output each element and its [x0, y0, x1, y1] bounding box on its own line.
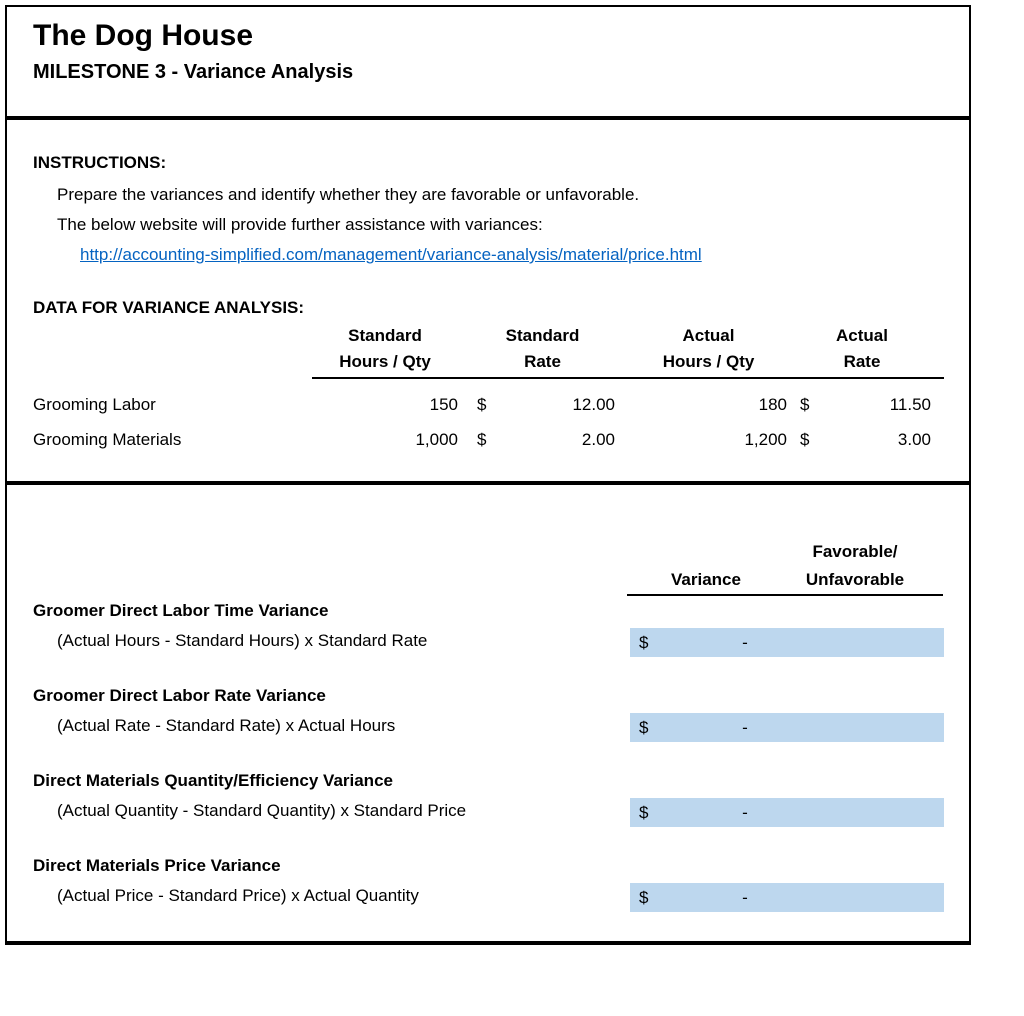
variance-input-cell[interactable]: $ -	[630, 798, 944, 827]
col-header-variance: Variance	[671, 570, 741, 589]
variance-formula: (Actual Quantity - Standard Quantity) x …	[57, 801, 467, 820]
cell-standard-qty: 150	[429, 395, 458, 414]
variance-input-cell[interactable]: $ -	[630, 713, 944, 742]
dollar-sign: $	[800, 395, 810, 414]
variance-header-rule	[627, 594, 943, 596]
variance-formula: (Actual Rate - Standard Rate) x Actual H…	[57, 716, 396, 735]
dollar-sign: $	[477, 430, 487, 449]
cell-standard-rate: $ 2.00	[470, 430, 615, 450]
variance-title: Direct Materials Quantity/Efficiency Var…	[33, 771, 393, 790]
data-heading: DATA FOR VARIANCE ANALYSIS:	[33, 298, 305, 317]
col-header-actual-rate: Actual	[836, 326, 888, 345]
instruction-line: The below website will provide further a…	[57, 215, 543, 234]
col-header-actual-rate: Rate	[843, 352, 881, 371]
col-header-actual-qty: Hours / Qty	[662, 352, 755, 371]
cell-value: 3.00	[897, 430, 931, 449]
variance-input-cell[interactable]: $ -	[630, 883, 944, 912]
col-header-favorable: Favorable/	[812, 542, 898, 561]
cell-value: 11.50	[889, 395, 931, 414]
dollar-sign: $	[639, 888, 649, 907]
page-subtitle: MILESTONE 3 - Variance Analysis	[33, 61, 354, 83]
col-header-standard-qty: Standard	[348, 326, 422, 345]
variance-value: -	[742, 718, 748, 737]
variance-value: -	[742, 803, 748, 822]
dollar-sign: $	[477, 395, 487, 414]
assistance-link[interactable]: http://accounting-simplified.com/managem…	[80, 245, 702, 264]
section-divider	[7, 116, 969, 120]
col-header-standard-qty: Hours / Qty	[339, 352, 431, 371]
cell-value: 12.00	[572, 395, 615, 414]
instruction-line: Prepare the variances and identify wheth…	[57, 185, 640, 204]
table-header-rule	[312, 377, 944, 379]
cell-actual-rate: $ 3.00	[793, 430, 931, 450]
variance-title: Direct Materials Price Variance	[33, 856, 281, 875]
variance-input-cell[interactable]: $ -	[630, 628, 944, 657]
variance-title: Groomer Direct Labor Time Variance	[33, 601, 329, 620]
instructions-heading: INSTRUCTIONS:	[33, 153, 167, 172]
row-label: Grooming Labor	[33, 395, 156, 414]
cell-actual-rate: $ 11.50	[793, 395, 931, 415]
cell-standard-qty: 1,000	[415, 430, 458, 449]
cell-value: 2.00	[581, 430, 615, 449]
cell-actual-qty: 1,200	[744, 430, 787, 449]
worksheet: The Dog House MILESTONE 3 - Variance Ana…	[5, 5, 971, 945]
variance-formula: (Actual Price - Standard Price) x Actual…	[57, 886, 419, 905]
dollar-sign: $	[639, 718, 649, 737]
dollar-sign: $	[800, 430, 810, 449]
dollar-sign: $	[639, 633, 649, 652]
col-header-actual-qty: Actual	[682, 326, 735, 345]
cell-actual-qty: 180	[758, 395, 787, 414]
variance-formula: (Actual Hours - Standard Hours) x Standa…	[57, 631, 428, 650]
section-divider	[7, 481, 969, 485]
variance-value: -	[742, 888, 748, 907]
col-header-favorable: Unfavorable	[805, 570, 905, 589]
cell-standard-rate: $ 12.00	[470, 395, 615, 415]
variance-title: Groomer Direct Labor Rate Variance	[33, 686, 326, 705]
dollar-sign: $	[639, 803, 649, 822]
page-title: The Dog House	[33, 19, 254, 52]
variance-value: -	[742, 633, 748, 652]
col-header-standard-rate: Standard	[505, 326, 580, 345]
col-header-standard-rate: Rate	[524, 352, 561, 371]
row-label: Grooming Materials	[33, 430, 182, 449]
